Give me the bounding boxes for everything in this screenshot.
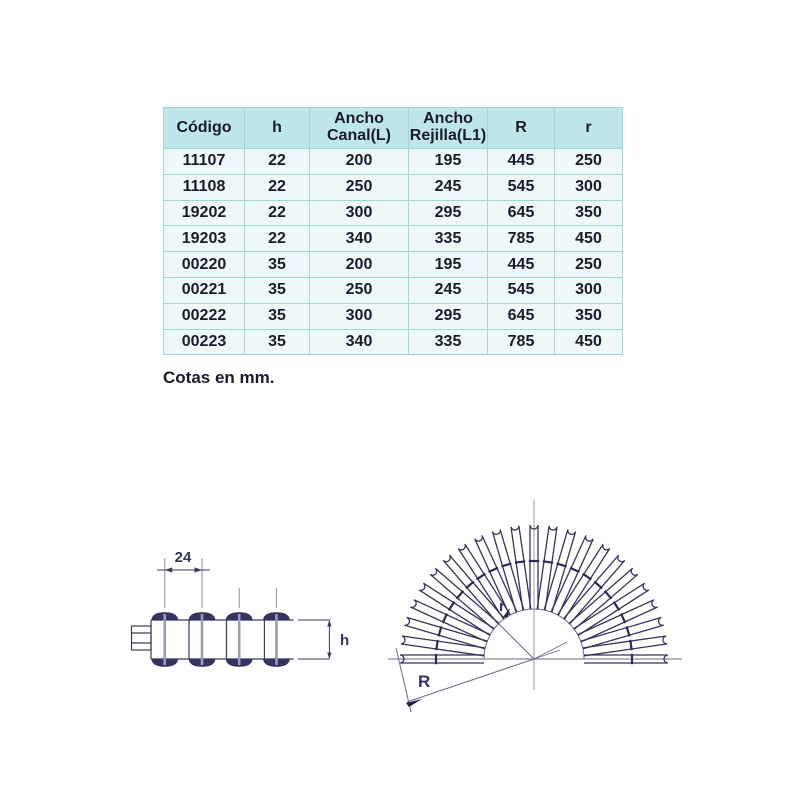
svg-text:R: R — [418, 672, 430, 691]
svg-text:r: r — [499, 598, 505, 615]
